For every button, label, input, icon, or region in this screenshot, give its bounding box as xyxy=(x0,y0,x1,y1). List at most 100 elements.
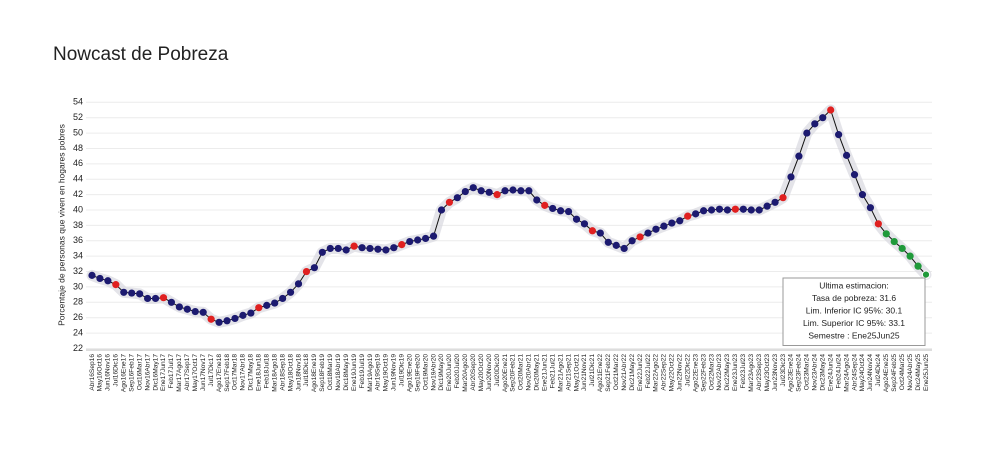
point xyxy=(739,205,747,213)
point xyxy=(342,246,350,254)
x-tick-label: Abr22Sep22 xyxy=(661,354,668,391)
point xyxy=(112,281,120,289)
x-tick-label: Oct16Mar17 xyxy=(136,354,143,391)
x-tick-label: Abr17Sep17 xyxy=(184,354,191,391)
point xyxy=(128,289,136,297)
point xyxy=(755,206,763,214)
y-tick-label: 26 xyxy=(73,312,83,322)
point xyxy=(557,207,565,215)
x-tick-label: Feb22Jul22 xyxy=(645,354,652,389)
point xyxy=(136,290,144,298)
point xyxy=(906,252,914,260)
x-tick-label: Ago21Ene22 xyxy=(597,354,604,392)
point xyxy=(88,271,96,279)
point xyxy=(827,106,835,114)
point xyxy=(692,210,700,218)
x-tick-label: Ago20Ene21 xyxy=(502,354,509,392)
y-tick-label: 48 xyxy=(73,143,83,153)
x-tick-label: Oct21Mar22 xyxy=(613,354,620,391)
point xyxy=(453,194,461,202)
point xyxy=(429,232,438,240)
x-tick-label: Ene20Jun20 xyxy=(446,354,453,391)
point xyxy=(779,194,787,202)
x-tick-label: Oct22Mar23 xyxy=(708,354,715,391)
x-tick-label: Dic21May22 xyxy=(629,354,636,391)
x-tick-label: Nov23Abr24 xyxy=(812,354,819,391)
point xyxy=(771,198,779,206)
x-tick-label: Feb20Jul20 xyxy=(454,354,461,389)
point xyxy=(636,233,644,241)
point xyxy=(668,219,676,227)
annotation-box xyxy=(782,277,926,346)
point xyxy=(199,308,207,316)
x-tick-label: Jun20Nov20 xyxy=(486,354,493,391)
annotation-text: Tasa de pobreza: 31.6 xyxy=(812,293,896,303)
x-tick-label: Jun24Nov24 xyxy=(867,354,874,391)
point xyxy=(271,299,279,307)
x-tick-label: Jul21Dic21 xyxy=(589,354,596,387)
point xyxy=(835,131,843,139)
point xyxy=(596,229,604,237)
x-tick-label: Dic18May19 xyxy=(343,354,350,391)
point xyxy=(723,206,732,214)
point xyxy=(747,206,755,214)
point xyxy=(588,227,597,235)
point xyxy=(509,186,517,194)
point xyxy=(795,152,803,160)
x-tick-label: Nov20Abr21 xyxy=(526,354,533,391)
y-tick-label: 22 xyxy=(73,343,83,353)
x-tick-label: Abr18Sep18 xyxy=(279,354,286,391)
point xyxy=(533,196,541,204)
point xyxy=(263,301,271,309)
point xyxy=(374,245,382,253)
point xyxy=(231,314,239,323)
point xyxy=(437,206,446,214)
point xyxy=(247,309,255,317)
x-tick-label: Sep24Feb25 xyxy=(891,354,898,392)
x-tick-label: Sep21Feb22 xyxy=(605,354,612,392)
point xyxy=(850,171,859,179)
x-tick-label: May19Oct19 xyxy=(383,354,390,392)
x-tick-label: Ene25Jun25 xyxy=(923,354,930,391)
point xyxy=(676,217,684,225)
point xyxy=(167,298,176,306)
x-tick-label: Jul22Dic22 xyxy=(684,354,691,387)
point xyxy=(477,187,485,195)
point xyxy=(787,173,795,181)
point xyxy=(921,270,931,279)
point xyxy=(191,307,199,316)
x-tick-label: Dic19May20 xyxy=(438,354,445,391)
x-tick-label: Sep22Feb23 xyxy=(700,354,707,392)
y-tick-label: 38 xyxy=(73,220,83,230)
x-tick-label: Feb18Jul18 xyxy=(263,354,270,389)
x-tick-label: Oct23Mar24 xyxy=(804,354,811,391)
y-axis-label: Porcentaje de personas que viven en hoga… xyxy=(56,124,66,326)
x-tick-label: Ene17Jun17 xyxy=(160,354,167,391)
x-tick-label: Ene21Jun21 xyxy=(541,354,548,391)
point xyxy=(660,222,668,230)
y-tick-label: 54 xyxy=(73,97,83,107)
x-tick-label: Mar23Ago23 xyxy=(748,354,755,392)
x-tick-label: Jul18Dic18 xyxy=(303,354,310,387)
x-tick-label: Mar24Ago24 xyxy=(843,354,850,392)
x-tick-label: Ago23Ene24 xyxy=(788,354,795,392)
point xyxy=(406,237,414,246)
point xyxy=(707,206,716,214)
x-tick-label: Nov16Abr17 xyxy=(144,354,151,391)
point xyxy=(803,129,811,137)
x-tick-label: Ene19Jun19 xyxy=(351,354,358,391)
x-tick-label: Oct24Mar25 xyxy=(899,354,906,391)
point xyxy=(858,191,867,199)
x-tick-label: Ene18Jun18 xyxy=(256,354,263,391)
point xyxy=(350,242,358,250)
point xyxy=(890,237,898,246)
x-tick-label: Sep23Feb24 xyxy=(796,354,803,392)
chart-title: Nowcast de Pobreza xyxy=(53,44,229,65)
point xyxy=(811,120,819,128)
point xyxy=(731,205,739,213)
point xyxy=(628,237,636,245)
point xyxy=(501,187,509,195)
x-tick-label: Sep17Feb18 xyxy=(224,354,231,392)
x-tick-label: Abr23Sep23 xyxy=(756,354,763,391)
x-tick-label: Jun21Nov21 xyxy=(581,354,588,391)
